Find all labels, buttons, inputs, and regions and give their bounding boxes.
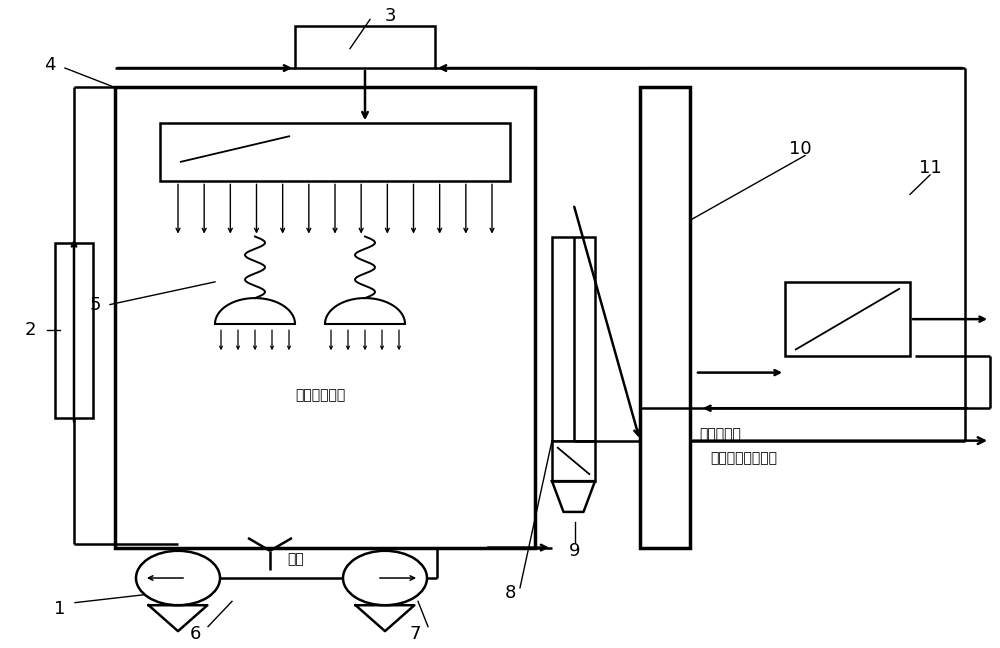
- Bar: [552, 441, 595, 481]
- Text: 1: 1: [54, 600, 66, 618]
- Circle shape: [136, 551, 220, 605]
- Text: 5: 5: [89, 295, 101, 314]
- Bar: [160, 123, 510, 181]
- Text: 3: 3: [384, 7, 396, 25]
- Bar: [785, 282, 910, 356]
- Text: 净化热风至各用户: 净化热风至各用户: [710, 451, 777, 465]
- Text: 新风: 新风: [287, 552, 304, 566]
- Bar: [55, 243, 93, 418]
- Text: 8: 8: [504, 584, 516, 602]
- Bar: [115, 87, 535, 548]
- Circle shape: [343, 551, 427, 605]
- Text: 10: 10: [789, 140, 811, 158]
- Bar: [295, 26, 435, 68]
- Text: 11: 11: [919, 159, 941, 178]
- Text: 2: 2: [24, 321, 36, 340]
- Text: 高温净化风: 高温净化风: [699, 427, 741, 441]
- Bar: [552, 237, 595, 441]
- Bar: [640, 87, 690, 548]
- Text: 4: 4: [44, 56, 56, 74]
- Text: 9: 9: [569, 542, 581, 560]
- Text: 局部增强新风: 局部增强新风: [295, 388, 345, 402]
- Text: 7: 7: [409, 625, 421, 643]
- Text: 6: 6: [189, 625, 201, 643]
